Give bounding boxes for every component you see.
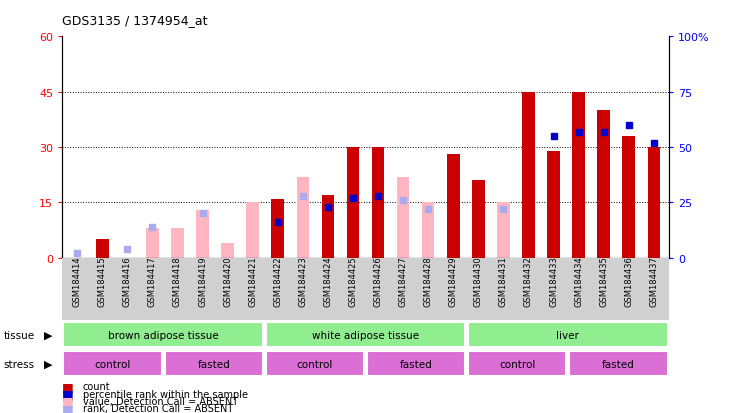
Bar — [346, 148, 359, 258]
Text: ■: ■ — [62, 402, 74, 413]
Bar — [96, 240, 108, 258]
Text: control: control — [499, 359, 535, 369]
Text: ■: ■ — [62, 394, 74, 408]
Text: ■: ■ — [62, 380, 74, 393]
Bar — [64, 351, 162, 377]
Bar — [397, 177, 409, 258]
Bar — [146, 229, 159, 258]
Bar — [468, 322, 667, 348]
Bar — [246, 203, 259, 258]
Text: ■: ■ — [62, 387, 74, 400]
Bar — [522, 93, 535, 258]
Bar — [497, 203, 510, 258]
Bar — [422, 203, 434, 258]
Bar — [597, 111, 610, 258]
Text: tissue: tissue — [4, 330, 35, 340]
Bar — [648, 148, 660, 258]
Bar — [367, 351, 466, 377]
Bar — [468, 351, 567, 377]
Bar — [196, 210, 209, 258]
Bar — [447, 155, 460, 258]
Text: brown adipose tissue: brown adipose tissue — [108, 330, 219, 340]
Bar — [64, 322, 263, 348]
Bar — [164, 351, 263, 377]
Bar — [265, 351, 364, 377]
Bar — [548, 151, 560, 258]
Text: stress: stress — [4, 359, 35, 369]
Bar — [265, 322, 466, 348]
Bar — [271, 199, 284, 258]
Bar — [572, 93, 585, 258]
Text: fasted: fasted — [400, 359, 433, 369]
Text: ▶: ▶ — [44, 330, 53, 340]
Bar — [322, 195, 334, 258]
Text: value, Detection Call = ABSENT: value, Detection Call = ABSENT — [83, 396, 238, 406]
Text: liver: liver — [556, 330, 579, 340]
Bar — [623, 137, 635, 258]
Bar — [221, 243, 234, 258]
Text: rank, Detection Call = ABSENT: rank, Detection Call = ABSENT — [83, 404, 233, 413]
Text: white adipose tissue: white adipose tissue — [312, 330, 419, 340]
Text: control: control — [94, 359, 131, 369]
Text: control: control — [297, 359, 333, 369]
Bar — [372, 148, 385, 258]
Text: count: count — [83, 381, 110, 391]
Bar — [569, 351, 667, 377]
Text: fasted: fasted — [602, 359, 635, 369]
Text: GDS3135 / 1374954_at: GDS3135 / 1374954_at — [62, 14, 208, 27]
Text: percentile rank within the sample: percentile rank within the sample — [83, 389, 248, 399]
Bar — [472, 181, 485, 258]
Bar — [171, 229, 183, 258]
Bar — [297, 177, 309, 258]
Text: ▶: ▶ — [44, 359, 53, 369]
Text: fasted: fasted — [197, 359, 230, 369]
